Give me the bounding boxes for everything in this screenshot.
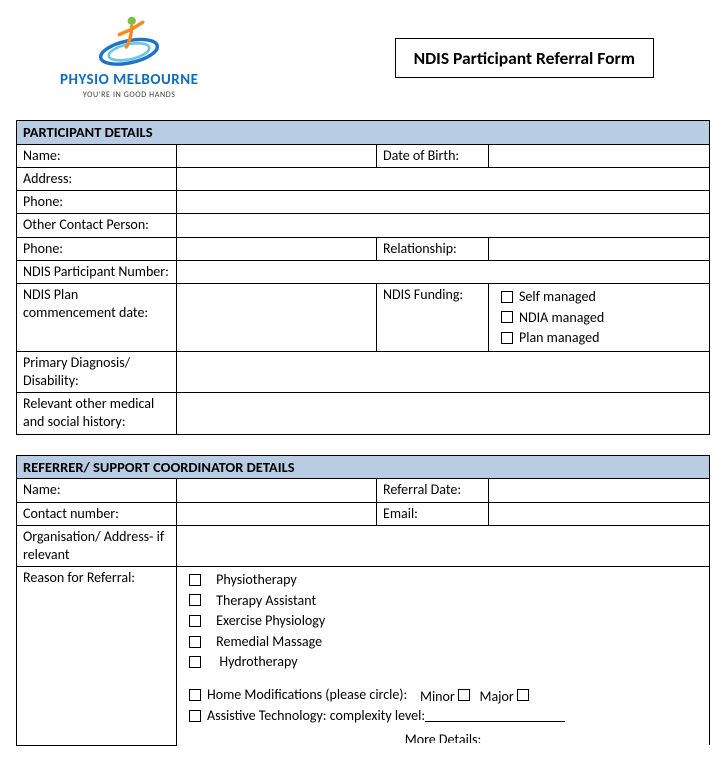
input-ref-date[interactable] — [489, 479, 710, 502]
input-contact-no[interactable] — [177, 502, 377, 525]
label-name: Name: — [17, 144, 177, 167]
reason-opt-1-label: Therapy Assistant — [216, 591, 316, 611]
input-name[interactable] — [177, 144, 377, 167]
input-email[interactable] — [489, 502, 710, 525]
checkbox-minor[interactable] — [458, 689, 470, 701]
reason-opt-4-label: Hydrotherapy — [219, 652, 297, 672]
label-contact-no: Contact number: — [17, 502, 177, 525]
assistive-label: Assistive Technology: complexity level: — [207, 706, 425, 726]
reason-opt-2-label: Exercise Physiology — [216, 611, 325, 631]
referrer-details-table: REFERRER/ SUPPORT COORDINATOR DETAILS Na… — [16, 455, 710, 746]
input-history[interactable] — [177, 393, 710, 434]
label-history: Relevant other medical and social histor… — [17, 393, 177, 434]
input-primary-diag[interactable] — [177, 351, 710, 392]
input-relationship[interactable] — [489, 237, 710, 260]
checkbox-remedial-massage[interactable]: Remedial Massage — [189, 632, 703, 652]
checkbox-major[interactable] — [517, 689, 529, 701]
input-other-contact[interactable] — [177, 214, 710, 237]
assistive-tech-row: Assistive Technology: complexity level: — [189, 706, 703, 727]
checkbox-hydrotherapy[interactable]: Hydrotherapy — [189, 652, 703, 672]
checkbox-ndia-managed[interactable]: NDIA managed — [501, 308, 703, 328]
reason-cell: Physiotherapy Therapy Assistant Exercise… — [177, 567, 710, 745]
page-header: PHYSIO MELBOURNE YOU'RE IN GOOD HANDS ND… — [16, 14, 710, 100]
label-reason: Reason for Referral: — [17, 567, 177, 745]
referrer-section-header: REFERRER/ SUPPORT COORDINATOR DETAILS — [17, 455, 710, 479]
label-ndis-funding: NDIS Funding: — [377, 283, 489, 351]
funding-opt-1-label: NDIA managed — [519, 308, 604, 328]
input-ref-name[interactable] — [177, 479, 377, 502]
brand-name: PHYSIO MELBOURNE — [60, 71, 198, 89]
label-ndis-plan-date: NDIS Plan commencement date: — [17, 283, 177, 351]
form-title: NDIS Participant Referral Form — [395, 38, 654, 78]
label-phone2: Phone: — [17, 237, 177, 260]
input-dob[interactable] — [489, 144, 710, 167]
funding-opt-0-label: Self managed — [519, 287, 596, 307]
checkbox-plan-managed[interactable]: Plan managed — [501, 328, 703, 348]
checkbox-assistive-tech[interactable]: Assistive Technology: complexity level: — [189, 706, 425, 726]
label-relationship: Relationship: — [377, 237, 489, 260]
input-org[interactable] — [177, 525, 710, 566]
label-address: Address: — [17, 168, 177, 191]
more-details-label: More Details: — [183, 727, 703, 743]
label-phone: Phone: — [17, 191, 177, 214]
home-mods-row: Home Modifications (please circle): Mino… — [189, 685, 703, 706]
reason-opt-3-label: Remedial Massage — [216, 632, 322, 652]
label-email: Email: — [377, 502, 489, 525]
input-complexity-level[interactable] — [425, 708, 565, 722]
label-ndis-number: NDIS Participant Number: — [17, 260, 177, 283]
participant-details-table: PARTICIPANT DETAILS Name: Date of Birth:… — [16, 120, 710, 435]
input-phone2[interactable] — [177, 237, 377, 260]
checkbox-therapy-assistant[interactable]: Therapy Assistant — [189, 591, 703, 611]
input-ndis-plan-date[interactable] — [177, 283, 377, 351]
checkbox-self-managed[interactable]: Self managed — [501, 287, 703, 307]
home-mods-label: Home Modifications (please circle): — [207, 685, 407, 705]
logo-block: PHYSIO MELBOURNE YOU'RE IN GOOD HANDS — [60, 14, 198, 100]
label-other-contact: Other Contact Person: — [17, 214, 177, 237]
minor-label: Minor — [420, 688, 455, 705]
checkbox-exercise-physiology[interactable]: Exercise Physiology — [189, 611, 703, 631]
checkbox-physiotherapy[interactable]: Physiotherapy — [189, 570, 703, 590]
major-label: Major — [479, 688, 513, 705]
label-ref-date: Referral Date: — [377, 479, 489, 502]
funding-options: Self managed NDIA managed Plan managed — [489, 283, 710, 351]
input-phone[interactable] — [177, 191, 710, 214]
brand-tagline: YOU'RE IN GOOD HANDS — [83, 90, 176, 100]
input-ndis-number[interactable] — [177, 260, 710, 283]
physio-melbourne-logo-icon — [94, 14, 164, 69]
reason-opt-0-label: Physiotherapy — [216, 570, 297, 590]
checkbox-home-mods[interactable]: Home Modifications (please circle): — [189, 685, 407, 705]
funding-opt-2-label: Plan managed — [519, 328, 599, 348]
label-ref-name: Name: — [17, 479, 177, 502]
label-org: Organisation/ Address- if relevant — [17, 525, 177, 566]
label-dob: Date of Birth: — [377, 144, 489, 167]
input-address[interactable] — [177, 168, 710, 191]
label-primary-diag: Primary Diagnosis/ Disability: — [17, 351, 177, 392]
participant-section-header: PARTICIPANT DETAILS — [17, 121, 710, 145]
